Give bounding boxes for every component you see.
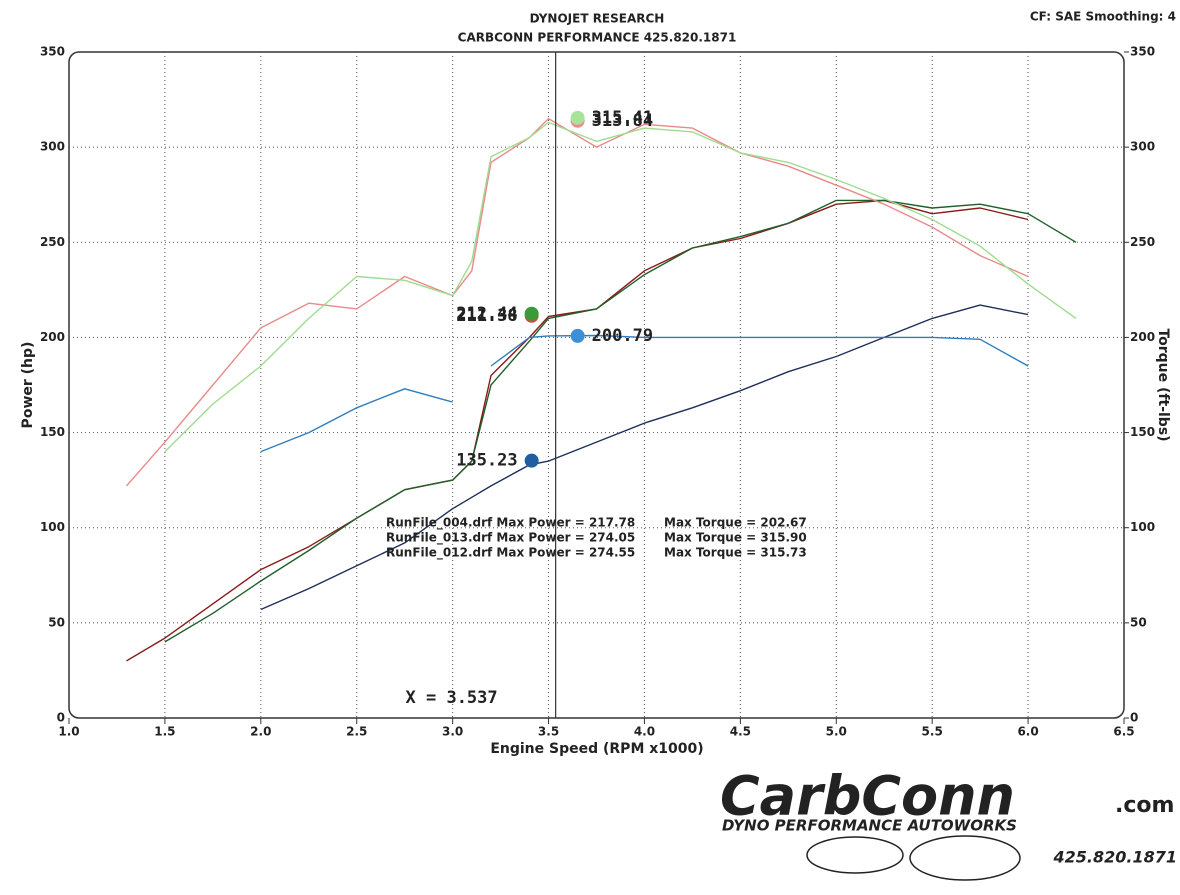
logo: CarbConn .com DYNO PERFORMANCE AUTOWORKS… bbox=[720, 765, 1177, 881]
summary-torque: Max Torque = 315.90 bbox=[664, 531, 807, 545]
logo-gauge bbox=[806, 836, 904, 874]
y-tick-label: 250 bbox=[40, 235, 65, 249]
readout-label: 135.23 bbox=[456, 451, 517, 471]
y2-tick-label: 350 bbox=[1130, 45, 1155, 59]
y-tick-label: 200 bbox=[40, 330, 65, 344]
x-tick-label: 3.5 bbox=[538, 725, 559, 739]
x-tick-label: 2.0 bbox=[250, 725, 271, 739]
y-tick-label: 150 bbox=[40, 425, 65, 439]
chart-subtitle: CARBCONN PERFORMANCE 425.820.1871 bbox=[458, 31, 737, 45]
y2-tick-label: 250 bbox=[1130, 235, 1155, 249]
y2-tick-label: 100 bbox=[1130, 520, 1155, 534]
y2-tick-label: 300 bbox=[1130, 140, 1155, 154]
curve bbox=[260, 304, 1029, 611]
logo-phone: 425.820.1871 bbox=[1053, 848, 1177, 867]
y2-tick-label: 50 bbox=[1130, 615, 1147, 629]
readout-marker bbox=[570, 328, 585, 343]
y-axis-title: Power (hp) bbox=[20, 342, 36, 429]
y-tick-label: 50 bbox=[48, 615, 65, 629]
x-tick-label: 1.5 bbox=[154, 725, 175, 739]
summary-power: RunFile_012.drf Max Power = 274.55 bbox=[386, 546, 635, 561]
logo-gauge bbox=[909, 835, 1021, 881]
readout-label: 212.44 bbox=[456, 304, 517, 324]
y-tick-label: 350 bbox=[40, 45, 65, 59]
y-tick-label: 0 bbox=[57, 711, 65, 725]
logo-tagline: DYNO PERFORMANCE AUTOWORKS bbox=[722, 817, 1017, 835]
x-tick-label: 5.0 bbox=[826, 725, 847, 739]
curve bbox=[126, 199, 1029, 662]
settings: CF: SAE Smoothing: 4 bbox=[1030, 10, 1176, 24]
chart-title: DYNOJET RESEARCH bbox=[530, 12, 665, 26]
summary-torque: Max Torque = 315.73 bbox=[664, 546, 807, 560]
readout-label: 200.79 bbox=[592, 326, 653, 346]
x-tick-label: 2.5 bbox=[346, 725, 367, 739]
summary-power: RunFile_013.drf Max Power = 274.05 bbox=[386, 531, 635, 546]
readout-marker bbox=[570, 110, 585, 125]
x-tick-label: 6.5 bbox=[1113, 725, 1134, 739]
y2-tick-label: 200 bbox=[1130, 330, 1155, 344]
x-tick-label: 3.0 bbox=[442, 725, 463, 739]
readout-marker bbox=[524, 453, 539, 468]
plot-frame bbox=[68, 51, 1125, 719]
x-tick-label: 4.0 bbox=[634, 725, 655, 739]
x-tick-label: 1.0 bbox=[58, 725, 79, 739]
curve bbox=[125, 117, 1029, 487]
y2-tick-label: 0 bbox=[1130, 711, 1138, 725]
readout-label: 211.38 bbox=[456, 306, 517, 326]
x-tick-label: 4.5 bbox=[730, 725, 751, 739]
y-tick-label: 300 bbox=[40, 140, 65, 154]
x-axis-title: Engine Speed (RPM x1000) bbox=[490, 741, 703, 757]
readout-label: 315.41 bbox=[592, 108, 653, 128]
cursor-label: X = 3.537 bbox=[406, 688, 498, 708]
y2-axis-title: Torque (ft-lbs) bbox=[1155, 328, 1171, 441]
summary-torque: Max Torque = 202.67 bbox=[664, 516, 807, 530]
curve bbox=[164, 121, 1077, 453]
x-tick-label: 6.0 bbox=[1017, 725, 1038, 739]
x-tick-label: 5.5 bbox=[922, 725, 943, 739]
y-tick-label: 100 bbox=[40, 520, 65, 534]
summary-power: RunFile_004.drf Max Power = 217.78 bbox=[386, 516, 635, 531]
y2-tick-label: 150 bbox=[1130, 425, 1155, 439]
curve bbox=[164, 199, 1077, 643]
readout-marker bbox=[524, 306, 539, 321]
curve bbox=[260, 334, 1029, 453]
logo-name: CarbConn bbox=[720, 765, 1015, 828]
readout-label: 313.84 bbox=[592, 111, 653, 131]
logo-domain: .com bbox=[1115, 793, 1174, 818]
